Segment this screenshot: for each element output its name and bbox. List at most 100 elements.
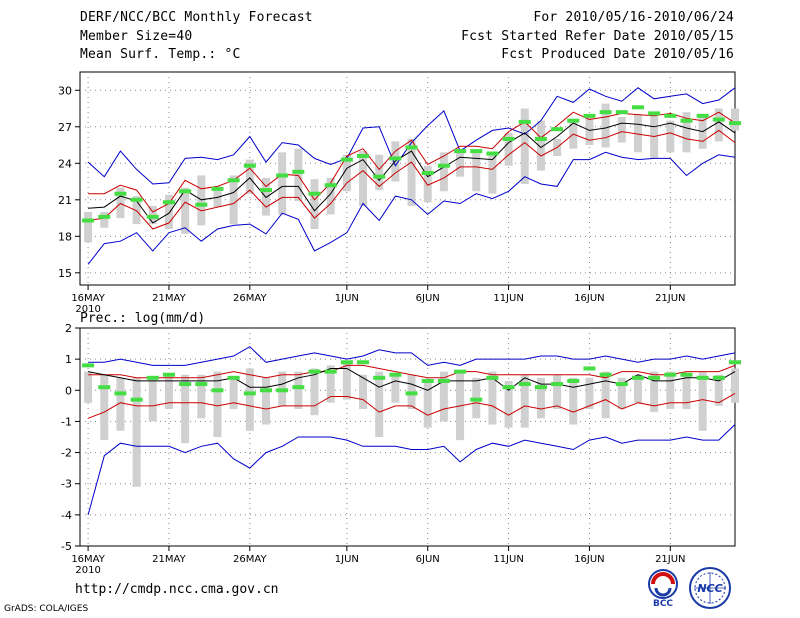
prec-spread-box — [520, 374, 529, 428]
prec-spread-box — [164, 374, 173, 409]
temp-spread-box — [633, 114, 642, 153]
temp-y-tick-label: 24 — [58, 157, 72, 170]
prec-spread-box — [666, 371, 675, 409]
prec-observed-mark — [712, 375, 725, 380]
temp-spread-box — [585, 114, 594, 146]
temp-x-tick-label: 16MAY — [71, 293, 105, 304]
temp-observed-mark — [551, 127, 564, 132]
prec-spread-box — [633, 374, 642, 403]
temp-x-tick-label: 21MAY — [152, 293, 186, 304]
prec-observed-mark — [405, 391, 418, 396]
temp-observed-mark — [518, 119, 531, 124]
temp-observed-mark — [373, 174, 386, 179]
prec-spread-box — [116, 377, 125, 431]
temp-observed-mark — [340, 157, 353, 162]
temp-spread-box — [617, 117, 626, 143]
temp-spread-box — [520, 108, 529, 184]
temp-spread-box — [488, 152, 497, 194]
temp-lower-std-line — [88, 129, 736, 230]
prec-observed-mark — [534, 385, 547, 390]
prec-spread-box — [197, 374, 206, 419]
prec-spread-box — [375, 371, 384, 437]
prec-observed-mark — [631, 375, 644, 380]
prec-x-tick-label: 6JUN — [416, 554, 440, 565]
prec-spread-box — [391, 374, 400, 403]
temp-spread-box — [132, 196, 141, 225]
prec-y-tick-label: -4 — [61, 509, 72, 522]
prec-y-tick-label: 1 — [65, 353, 72, 366]
prec-spread-box — [245, 368, 254, 431]
temp-observed-mark — [276, 173, 289, 178]
prec-observed-mark — [130, 397, 143, 402]
prec-observed-mark — [664, 372, 677, 377]
prec-observed-mark — [551, 382, 564, 387]
temp-x-tick-label: 6JUN — [416, 293, 440, 304]
temp-observed-mark — [259, 188, 272, 193]
temp-observed-mark — [243, 163, 256, 168]
temp-x-tick-label: 1JUN — [335, 293, 359, 304]
temp-observed-mark — [114, 191, 127, 196]
temp-spread-box — [326, 177, 335, 215]
prec-observed-mark — [615, 382, 628, 387]
temp-mean-line — [88, 121, 736, 224]
temp-spread-box — [245, 159, 254, 194]
temp-spread-box — [682, 112, 691, 153]
prec-spread-box — [617, 377, 626, 409]
prec-max-line — [88, 346, 736, 366]
prec-observed-mark — [98, 385, 111, 390]
temp-min-line — [87, 151, 736, 265]
chart-title: DERF/NCC/BCC Monthly Forecast — [80, 10, 313, 25]
prec-observed-mark — [486, 375, 499, 380]
prec-lower-std-line — [87, 392, 736, 419]
temp-spread-box — [310, 179, 319, 230]
temp-x-tick-label: 16JUN — [574, 293, 604, 304]
prec-observed-mark — [340, 360, 353, 365]
precipitation-panel: -5 -4 -3 -2 -1 0 1 2 16MAY 21MAY 26MAY 1JUN 6JUN 11JU… — [61, 311, 741, 576]
grads-credit: GrADS: COLA/IGES — [4, 604, 89, 614]
prec-observed-mark — [82, 363, 95, 368]
temp-observed-mark — [583, 113, 596, 118]
temp-spread-box — [229, 175, 238, 225]
temp-observed-mark — [130, 197, 143, 202]
prec-spread-box — [585, 377, 594, 409]
prec-spread-box — [84, 371, 93, 403]
prec-observed-mark — [162, 372, 175, 377]
temp-spread-box — [536, 120, 545, 171]
member-size-label: Member Size=40 — [80, 29, 193, 44]
prec-observed-mark — [243, 391, 256, 396]
temp-plot-frame — [79, 71, 736, 286]
temp-observed-mark — [98, 214, 111, 219]
temp-observed-mark — [405, 145, 418, 150]
prec-spread-box — [294, 371, 303, 409]
start-refer-date-label: Fcst Started Refer Date 2010/05/15 — [461, 29, 734, 44]
prec-observed-mark — [179, 382, 192, 387]
temp-x-tick-label: 11JUN — [493, 293, 523, 304]
prec-spread-box — [423, 380, 432, 428]
temp-x-tick-label: 21JUN — [655, 293, 685, 304]
temp-observed-mark — [146, 214, 159, 219]
temp-spread-box — [197, 175, 206, 226]
prec-observed-mark — [502, 385, 515, 390]
prec-observed-mark — [729, 360, 741, 365]
prec-spread-box — [439, 371, 448, 422]
temp-observed-mark — [227, 178, 240, 183]
temp-spread-box — [472, 151, 481, 192]
prec-observed-mark — [227, 375, 240, 380]
prec-observed-mark — [259, 388, 272, 393]
prec-observed-mark — [308, 369, 321, 374]
prec-spread-box — [261, 377, 270, 425]
temp-spread-box — [342, 154, 351, 192]
prec-spread-box — [731, 368, 739, 403]
prec-observed-mark — [195, 382, 208, 387]
prec-x-tick-label: 1JUN — [335, 554, 359, 565]
prec-mean-line — [88, 368, 736, 391]
temp-spread-box — [164, 194, 173, 230]
temp-observed-mark — [211, 186, 224, 191]
temp-observed-mark — [357, 153, 370, 158]
prec-observed-mark — [454, 369, 467, 374]
prec-observed-mark — [680, 372, 693, 377]
temp-x-tick-label: 26MAY — [233, 293, 267, 304]
prec-spread-box — [601, 371, 610, 419]
prec-observed-mark — [357, 360, 370, 365]
temp-observed-mark — [664, 113, 677, 118]
